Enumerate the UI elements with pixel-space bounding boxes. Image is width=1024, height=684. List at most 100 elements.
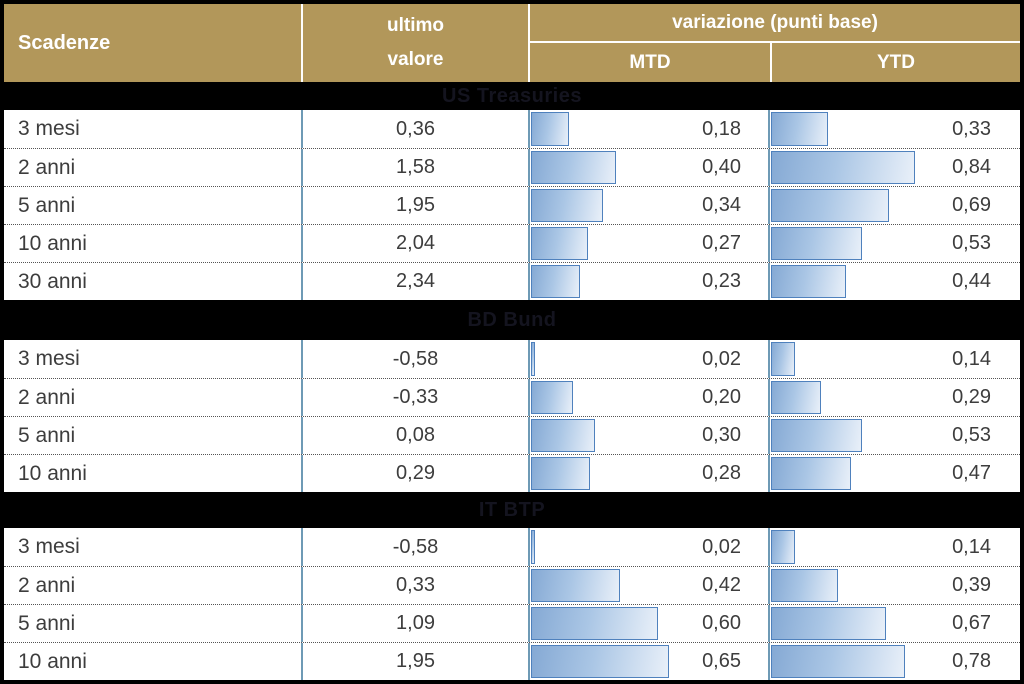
mtd-value: 0,65 [702, 650, 741, 672]
mtd-cell: 0,02 [528, 528, 768, 566]
mtd-data-bar [531, 342, 536, 376]
mtd-data-bar [531, 419, 595, 452]
header-variazione-group: variazione (punti base) MTD YTD [528, 4, 1020, 82]
mtd-data-bar [531, 457, 591, 490]
mtd-value: 0,42 [702, 574, 741, 596]
mtd-value: 0,18 [702, 117, 741, 140]
table-row: 2 anni -0,33 0,20 0,29 [4, 378, 1020, 416]
ytd-data-bar [771, 457, 852, 490]
maturity-label: 10 anni [18, 649, 87, 673]
ytd-value: 0,14 [952, 535, 991, 558]
mtd-data-bar [531, 151, 616, 184]
maturity-label: 2 anni [18, 385, 76, 409]
table-row: 5 anni 0,08 0,30 0,53 [4, 416, 1020, 454]
ytd-data-bar [771, 265, 847, 298]
ytd-value: 0,29 [952, 386, 991, 408]
ytd-data-bar [771, 607, 886, 640]
header-ultimo-line1: ultimo [387, 15, 444, 37]
maturity-label: 3 mesi [18, 535, 80, 558]
mtd-cell: 0,30 [528, 417, 768, 454]
ytd-value: 0,84 [952, 156, 991, 178]
ytd-data-bar [771, 151, 915, 184]
table-header: Scadenze ultimo valore variazione (punti… [4, 4, 1020, 82]
ytd-cell: 0,84 [768, 149, 1018, 186]
mtd-value: 0,20 [702, 386, 741, 408]
header-scadenze: Scadenze [18, 31, 111, 54]
maturity-label: 2 anni [18, 573, 76, 597]
mtd-cell: 0,65 [528, 643, 768, 680]
mtd-cell: 0,27 [528, 225, 768, 262]
mtd-data-bar [531, 607, 659, 640]
ytd-value: 0,44 [952, 270, 991, 292]
ytd-cell: 0,67 [768, 605, 1018, 642]
ytd-cell: 0,29 [768, 379, 1018, 416]
table-row: 5 anni 1,95 0,34 0,69 [4, 186, 1020, 224]
ytd-data-bar [771, 189, 890, 222]
mtd-value: 0,23 [702, 270, 741, 292]
mtd-data-bar [531, 381, 574, 414]
ytd-cell: 0,69 [768, 187, 1018, 224]
mtd-data-bar [531, 227, 589, 260]
ultimo-valore-cell: 0,36 [301, 110, 528, 148]
maturity-label: 2 anni [18, 155, 76, 179]
mtd-value: 0,30 [702, 424, 741, 446]
mtd-cell: 0,02 [528, 340, 768, 378]
ytd-data-bar [771, 227, 862, 260]
mtd-value: 0,02 [702, 535, 741, 558]
ytd-value: 0,47 [952, 462, 991, 484]
mtd-data-bar [531, 645, 670, 678]
table-row: 3 mesi -0,58 0,02 0,14 [4, 528, 1020, 566]
ultimo-valore-cell: 1,58 [301, 149, 528, 186]
mtd-data-bar [531, 530, 536, 564]
table-row: 10 anni 1,95 0,65 0,78 [4, 642, 1020, 680]
ytd-cell: 0,14 [768, 528, 1018, 566]
ultimo-valore-cell: 0,08 [301, 417, 528, 454]
ytd-cell: 0,39 [768, 567, 1018, 604]
ytd-value: 0,69 [952, 194, 991, 216]
table-row: 2 anni 1,58 0,40 0,84 [4, 148, 1020, 186]
header-mtd: MTD [629, 51, 671, 73]
mtd-value: 0,34 [702, 194, 741, 216]
ytd-cell: 0,14 [768, 340, 1018, 378]
mtd-data-bar [531, 569, 621, 602]
maturity-label: 10 anni [18, 461, 87, 485]
table-row: 5 anni 1,09 0,60 0,67 [4, 604, 1020, 642]
ytd-cell: 0,44 [768, 263, 1018, 300]
ytd-value: 0,67 [952, 612, 991, 634]
mtd-data-bar [531, 265, 580, 298]
mtd-value: 0,27 [702, 232, 741, 254]
mtd-cell: 0,23 [528, 263, 768, 300]
mtd-cell: 0,20 [528, 379, 768, 416]
ultimo-valore-cell: 1,09 [301, 605, 528, 642]
mtd-cell: 0,60 [528, 605, 768, 642]
mtd-value: 0,28 [702, 462, 741, 484]
ytd-value: 0,14 [952, 347, 991, 370]
ytd-data-bar [771, 381, 821, 414]
ytd-value: 0,53 [952, 232, 991, 254]
ytd-value: 0,39 [952, 574, 991, 596]
section-title-bd-bund: BD Bund [4, 300, 1020, 340]
ultimo-valore-cell: -0,33 [301, 379, 528, 416]
section-us-treasuries: 3 mesi 0,36 0,18 0,33 2 anni 1,58 0,40 0… [4, 110, 1020, 300]
maturity-label: 3 mesi [18, 117, 80, 140]
table-row: 30 anni 2,34 0,23 0,44 [4, 262, 1020, 300]
ultimo-valore-cell: 1,95 [301, 187, 528, 224]
ytd-data-bar [771, 530, 795, 564]
mtd-value: 0,60 [702, 612, 741, 634]
ytd-data-bar [771, 645, 905, 678]
section-it-btp: 3 mesi -0,58 0,02 0,14 2 anni 0,33 0,42 … [4, 528, 1020, 680]
ultimo-valore-cell: 1,95 [301, 643, 528, 680]
ytd-cell: 0,53 [768, 417, 1018, 454]
mtd-cell: 0,28 [528, 455, 768, 492]
header-variazione: variazione (punti base) [530, 4, 1020, 43]
ytd-value: 0,53 [952, 424, 991, 446]
section-bd-bund: 3 mesi -0,58 0,02 0,14 2 anni -0,33 0,20… [4, 340, 1020, 492]
ultimo-valore-cell: 2,34 [301, 263, 528, 300]
section-title-it-btp: IT BTP [4, 492, 1020, 528]
ytd-cell: 0,78 [768, 643, 1018, 680]
ytd-value: 0,78 [952, 650, 991, 672]
table-row: 10 anni 0,29 0,28 0,47 [4, 454, 1020, 492]
ytd-cell: 0,47 [768, 455, 1018, 492]
ytd-cell: 0,53 [768, 225, 1018, 262]
table-row: 3 mesi -0,58 0,02 0,14 [4, 340, 1020, 378]
